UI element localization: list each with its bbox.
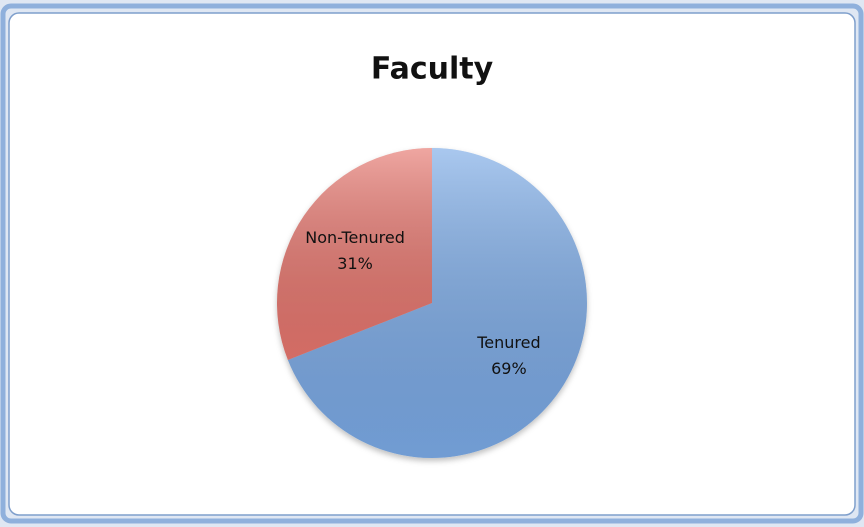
slice-label: Non-Tenured [305, 228, 405, 247]
slice-value-label: 69% [491, 359, 527, 378]
chart-frame [0, 3, 864, 524]
slice-shade [277, 148, 432, 361]
chart-title: Faculty [371, 52, 494, 87]
slice-value-label: 31% [337, 254, 373, 273]
slice-label: Tenured [476, 333, 540, 352]
pie [277, 148, 587, 459]
slice-shade [287, 148, 587, 459]
